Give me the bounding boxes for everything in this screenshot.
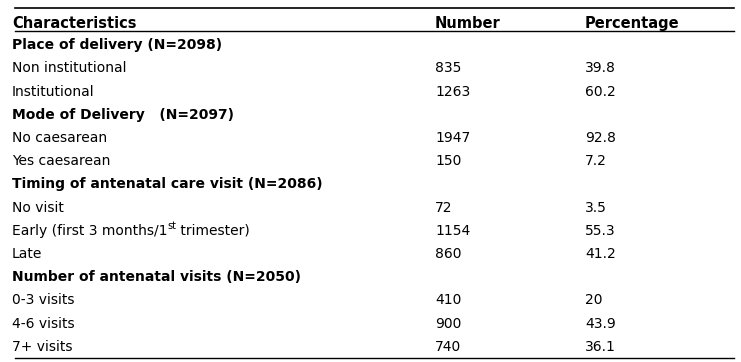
Text: 36.1: 36.1 — [585, 340, 616, 354]
Text: 835: 835 — [435, 61, 462, 75]
Text: 55.3: 55.3 — [585, 224, 616, 238]
Text: 900: 900 — [435, 316, 462, 331]
Text: 41.2: 41.2 — [585, 247, 616, 261]
Text: 7.2: 7.2 — [585, 154, 607, 168]
Text: 43.9: 43.9 — [585, 316, 616, 331]
Text: 92.8: 92.8 — [585, 131, 616, 145]
Text: st: st — [167, 220, 176, 231]
Text: 1263: 1263 — [435, 84, 471, 98]
Text: 7+ visits: 7+ visits — [12, 340, 73, 354]
Text: Number: Number — [435, 16, 501, 30]
Text: Timing of antenatal care visit (N=2086): Timing of antenatal care visit (N=2086) — [12, 177, 322, 191]
Text: 150: 150 — [435, 154, 462, 168]
Text: 0-3 visits: 0-3 visits — [12, 293, 75, 307]
Text: Yes caesarean: Yes caesarean — [12, 154, 110, 168]
Text: 72: 72 — [435, 201, 453, 215]
Text: Number of antenatal visits (N=2050): Number of antenatal visits (N=2050) — [12, 270, 301, 284]
Text: 20: 20 — [585, 293, 602, 307]
Text: No caesarean: No caesarean — [12, 131, 107, 145]
Text: Early (first 3 months/1: Early (first 3 months/1 — [12, 224, 167, 238]
Text: trimester): trimester) — [176, 224, 250, 238]
Text: 4-6 visits: 4-6 visits — [12, 316, 75, 331]
Text: 1947: 1947 — [435, 131, 471, 145]
Text: Non institutional: Non institutional — [12, 61, 127, 75]
Text: 3.5: 3.5 — [585, 201, 607, 215]
Text: Mode of Delivery   (N=2097): Mode of Delivery (N=2097) — [12, 108, 234, 122]
Text: Place of delivery (N=2098): Place of delivery (N=2098) — [12, 38, 222, 52]
Text: 39.8: 39.8 — [585, 61, 616, 75]
Text: Late: Late — [12, 247, 42, 261]
Text: 60.2: 60.2 — [585, 84, 616, 98]
Text: Characteristics: Characteristics — [12, 16, 136, 30]
Text: 740: 740 — [435, 340, 461, 354]
Text: Institutional: Institutional — [12, 84, 95, 98]
Text: Percentage: Percentage — [585, 16, 679, 30]
Text: 1154: 1154 — [435, 224, 471, 238]
Text: No visit: No visit — [12, 201, 64, 215]
Text: 860: 860 — [435, 247, 462, 261]
Text: 410: 410 — [435, 293, 462, 307]
